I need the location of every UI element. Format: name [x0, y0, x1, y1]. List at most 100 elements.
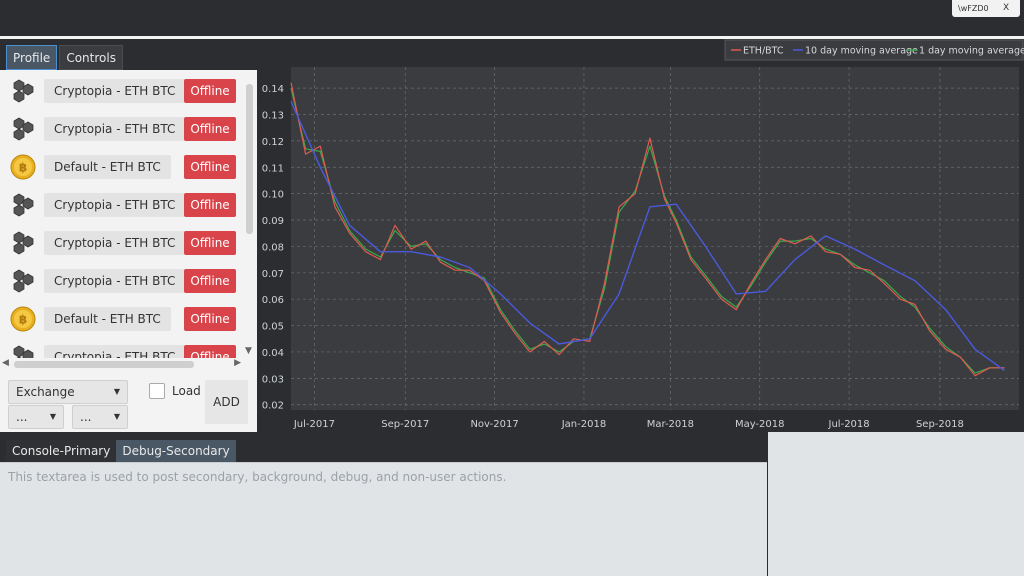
- profile-panel: Cryptopia - ETH BTC Offline Cryptopia - ET…: [0, 70, 257, 432]
- tab-profile[interactable]: Profile: [6, 45, 58, 70]
- y-tick-label: 0.08: [262, 242, 284, 253]
- series-line-1: [290, 101, 1005, 371]
- y-tick-label: 0.03: [262, 374, 284, 385]
- legend-entry: ETH/BTC: [743, 46, 784, 57]
- x-tick-label: Jan-2018: [561, 419, 606, 430]
- profile-name[interactable]: Default - ETH BTC: [44, 155, 171, 179]
- chart-svg: 0.02 0.03 0.04 0.05 0.06 0.07 0.08 0.09 0.10 0.11…: [262, 39, 1024, 430]
- status-badge[interactable]: Offline: [184, 193, 236, 217]
- x-tick-label: Jul-2017: [293, 419, 335, 430]
- list-item[interactable]: Cryptopia - ETH BTC Offline: [0, 110, 241, 148]
- y-tick-label: 0.10: [262, 190, 284, 201]
- x-tick-label: May-2018: [735, 419, 785, 430]
- debug-placeholder: This textarea is used to post secondary,…: [8, 470, 507, 484]
- x-tick-label: Sep-2018: [916, 419, 964, 430]
- exchange-select[interactable]: Exchange ▼: [8, 380, 128, 404]
- tab-console-primary[interactable]: Console-Primary: [6, 440, 117, 462]
- profile-name[interactable]: Cryptopia - ETH BTC: [44, 231, 186, 255]
- scroll-thumb-horizontal[interactable]: [14, 361, 194, 368]
- close-icon[interactable]: X: [1003, 3, 1010, 13]
- svg-text:฿: ฿: [19, 161, 27, 175]
- console-tabs: Console-Primary Debug-Secondary: [6, 440, 236, 462]
- x-tick-label: Jul-2018: [828, 419, 870, 430]
- scroll-thumb[interactable]: [246, 84, 253, 234]
- status-badge[interactable]: Offline: [184, 345, 236, 358]
- scroll-down-icon[interactable]: ▼: [245, 346, 252, 356]
- tab-debug-secondary[interactable]: Debug-Secondary: [116, 440, 236, 462]
- list-item[interactable]: ฿ Default - ETH BTC Offline: [0, 300, 241, 338]
- status-badge[interactable]: Offline: [184, 79, 236, 103]
- series-line-2: [290, 87, 1005, 374]
- status-badge[interactable]: Offline: [184, 269, 236, 293]
- chevron-down-icon: ▼: [49, 412, 56, 421]
- profile-name[interactable]: Default - ETH BTC: [44, 307, 171, 331]
- profile-name[interactable]: Cryptopia - ETH BTC: [44, 117, 186, 141]
- status-badge[interactable]: Offline: [184, 231, 236, 255]
- load-checkbox[interactable]: [149, 383, 165, 399]
- horizontal-scrollbar[interactable]: ◀ ▶: [0, 358, 243, 371]
- status-badge[interactable]: Offline: [184, 155, 236, 179]
- chevron-down-icon: ▼: [113, 387, 120, 396]
- profile-name[interactable]: Cryptopia - ETH BTC: [44, 345, 186, 358]
- profile-list: Cryptopia - ETH BTC Offline Cryptopia - ET…: [0, 70, 241, 358]
- list-item[interactable]: Cryptopia - ETH BTC Offline: [0, 72, 241, 110]
- exchange-select-value: Exchange: [16, 385, 75, 399]
- y-tick-label: 0.06: [262, 295, 284, 306]
- side-panel: [768, 432, 1024, 576]
- hexagon-cluster-icon: [10, 268, 36, 294]
- x-tick-label: Nov-2017: [470, 419, 518, 430]
- profile-name[interactable]: Cryptopia - ETH BTC: [44, 269, 186, 293]
- x-tick-label: Mar-2018: [647, 419, 694, 430]
- vertical-scrollbar[interactable]: ▼: [243, 70, 256, 358]
- status-badge[interactable]: Offline: [184, 117, 236, 141]
- pair-select-a[interactable]: ... ▼: [8, 405, 64, 429]
- y-tick-label: 0.02: [262, 401, 284, 412]
- load-label: Load: [172, 384, 201, 398]
- mini-window[interactable]: \wFZD0 X: [952, 0, 1020, 17]
- chevron-down-icon: ▼: [113, 412, 120, 421]
- legend-entry: 10 day moving average: [805, 46, 918, 57]
- hexagon-cluster-icon: [10, 344, 36, 358]
- profile-name[interactable]: Cryptopia - ETH BTC: [44, 193, 186, 217]
- titlebar-divider: [0, 36, 1024, 39]
- y-tick-label: 0.04: [262, 348, 284, 359]
- tab-controls[interactable]: Controls: [59, 45, 123, 70]
- legend-entry: 1 day moving average: [919, 46, 1024, 57]
- y-tick-label: 0.09: [262, 216, 284, 227]
- status-badge[interactable]: Offline: [184, 307, 236, 331]
- list-item[interactable]: Cryptopia - ETH BTC Offline: [0, 338, 241, 358]
- svg-text:฿: ฿: [19, 313, 27, 327]
- series-line-0: [290, 82, 1005, 377]
- main-tabs: Profile Controls: [6, 45, 125, 70]
- list-item[interactable]: Cryptopia - ETH BTC Offline: [0, 262, 241, 300]
- hexagon-cluster-icon: [10, 192, 36, 218]
- hexagon-cluster-icon: [10, 116, 36, 142]
- y-tick-label: 0.14: [262, 84, 284, 95]
- pair-select-b-value: ...: [80, 410, 92, 424]
- add-button[interactable]: ADD: [205, 380, 248, 424]
- hexagon-cluster-icon: [10, 78, 36, 104]
- bitcoin-coin-icon: ฿: [10, 306, 36, 332]
- scroll-right-icon[interactable]: ▶: [234, 358, 241, 368]
- list-item[interactable]: Cryptopia - ETH BTC Offline: [0, 224, 241, 262]
- hexagon-cluster-icon: [10, 230, 36, 256]
- chart-legend: [724, 39, 1024, 61]
- y-tick-label: 0.13: [262, 110, 284, 121]
- window-titlebar: [0, 0, 1024, 36]
- x-tick-label: Sep-2017: [381, 419, 429, 430]
- debug-textarea[interactable]: This textarea is used to post secondary,…: [0, 462, 767, 576]
- pair-select-a-value: ...: [16, 410, 28, 424]
- y-tick-label: 0.07: [262, 269, 284, 280]
- profile-name[interactable]: Cryptopia - ETH BTC: [44, 79, 186, 103]
- list-item[interactable]: Cryptopia - ETH BTC Offline: [0, 186, 241, 224]
- mini-window-title: \wFZD0: [958, 4, 989, 13]
- plot-area: [291, 67, 1019, 410]
- y-tick-label: 0.11: [262, 163, 284, 174]
- list-item[interactable]: ฿ Default - ETH BTC Offline: [0, 148, 241, 186]
- y-tick-label: 0.12: [262, 137, 284, 148]
- scroll-left-icon[interactable]: ◀: [2, 358, 9, 368]
- bitcoin-coin-icon: ฿: [10, 154, 36, 180]
- y-tick-label: 0.05: [262, 322, 284, 333]
- price-chart: 0.02 0.03 0.04 0.05 0.06 0.07 0.08 0.09 0.10 0.11…: [257, 39, 1024, 432]
- pair-select-b[interactable]: ... ▼: [72, 405, 128, 429]
